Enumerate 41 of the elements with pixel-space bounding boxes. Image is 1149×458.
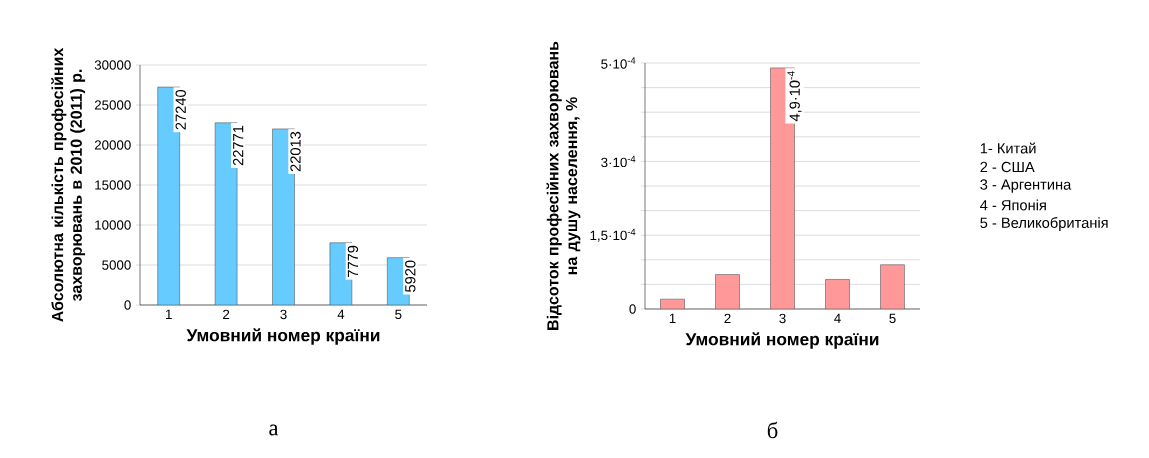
- text: а: [269, 424, 279, 436]
- x-tick-label: 2: [724, 313, 731, 324]
- x-tick-label: 1: [166, 309, 172, 319]
- x-tick-label: 5: [889, 313, 896, 324]
- x-axis-title: Умовний номер країни: [685, 332, 879, 349]
- x-tick-label: 2: [223, 309, 230, 320]
- y-axis-title: Абсолютна кількість професійних захворювань в 2010 (2011) р.: [51, 47, 86, 322]
- bar: [825, 279, 850, 309]
- y-axis-title: Відсоток професійних захворювань на душу населення, %: [546, 41, 581, 330]
- x-tick-label: 4: [834, 313, 841, 323]
- x-axis-title: Умовний номер країни: [186, 328, 380, 345]
- text: б: [767, 421, 778, 439]
- data-label: 22771: [233, 125, 244, 166]
- text: 3 - Аргентина: [980, 179, 1072, 193]
- y-tick-label: 0: [629, 304, 636, 314]
- y-tick-label: 30000: [94, 60, 131, 70]
- y-tick-label: 10000: [95, 220, 131, 230]
- data-label: 5920: [405, 260, 416, 292]
- data-label: 7779: [347, 245, 359, 277]
- x-tick-label: 5: [395, 309, 402, 320]
- text: 1- Китай: [980, 142, 1036, 154]
- y-tick-label: 3·10$^{-4}$: [601, 155, 636, 168]
- annotation: 4,9·10$^{-4}$: [787, 71, 802, 122]
- y-tick-label: 15000: [95, 180, 131, 190]
- text: 2 - США: [980, 161, 1035, 173]
- y-tick-label: 0: [124, 300, 131, 310]
- x-tick-label: 3: [280, 309, 287, 320]
- bar: [715, 274, 740, 309]
- text: 4 - Японія: [980, 199, 1046, 211]
- x-tick-label: 3: [779, 313, 786, 324]
- bar: [880, 264, 905, 309]
- data-label: 27240: [175, 89, 186, 130]
- x-tick-label: 1: [669, 313, 676, 323]
- y-tick-label: 1,5·10$^{-4}$: [590, 228, 636, 242]
- y-tick-label: 5000: [102, 260, 131, 270]
- data-label: 22013: [290, 131, 301, 172]
- y-tick-label: 20000: [94, 140, 131, 150]
- y-tick-label: 5·10$^{-4}$: [601, 57, 636, 69]
- x-tick-label: 4: [337, 309, 345, 319]
- text: 5 - Великобританія: [980, 217, 1108, 231]
- y-tick-label: 25000: [94, 100, 131, 110]
